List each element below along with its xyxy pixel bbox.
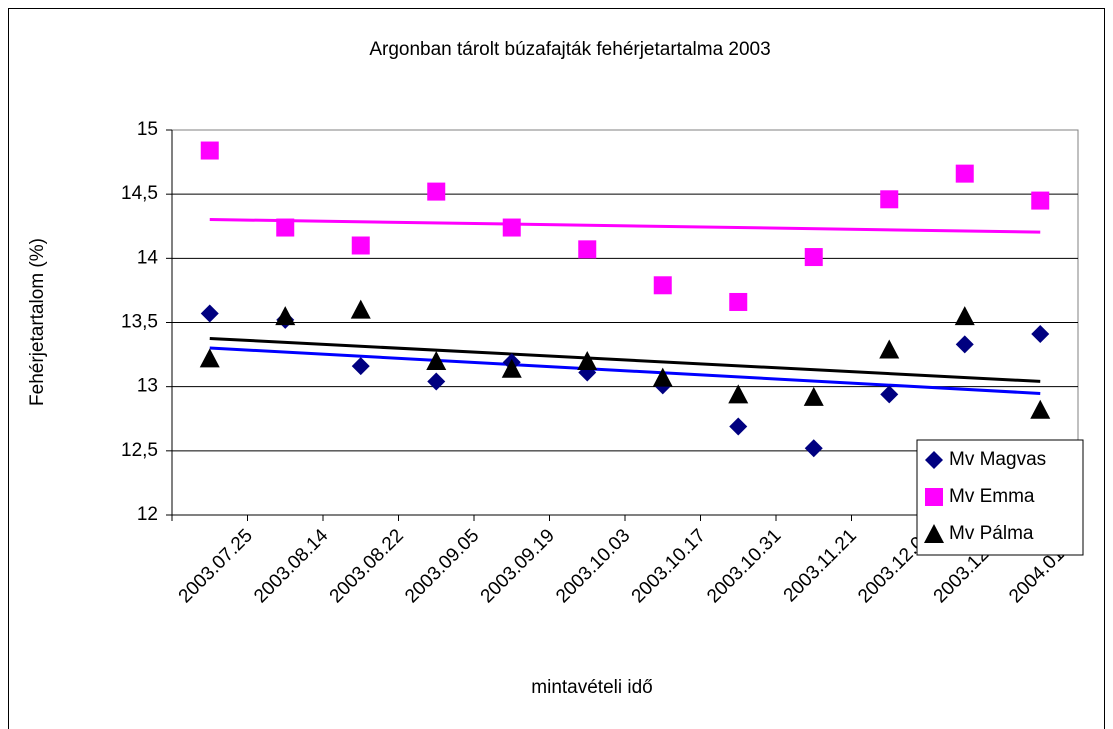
- data-point: [728, 384, 749, 404]
- legend-box: [916, 439, 1084, 556]
- y-tick-label: 14: [137, 247, 159, 268]
- data-point: [275, 306, 296, 326]
- legend-marker: [924, 524, 944, 543]
- data-point: [955, 164, 974, 183]
- data-point: [1031, 191, 1050, 210]
- data-point: [351, 236, 370, 255]
- data-point: [578, 240, 597, 259]
- trendline: [209, 346, 1041, 395]
- data-point: [501, 358, 522, 378]
- legend-marker: [925, 451, 943, 469]
- data-point: [729, 417, 748, 436]
- y-tick-label: 13,5: [121, 312, 158, 333]
- data-point: [955, 335, 974, 354]
- y-tick-label: 15: [137, 119, 158, 140]
- legend-label: Mv Magvas: [949, 449, 1046, 470]
- data-point: [351, 357, 370, 376]
- data-point: [1030, 399, 1051, 419]
- chart-title: Argonban tárolt búzafajták fehérjetartal…: [369, 39, 770, 60]
- trendline: [209, 336, 1041, 383]
- legend-label: Mv Emma: [949, 486, 1035, 507]
- legend-marker: [925, 488, 943, 506]
- data-point: [577, 351, 598, 370]
- data-point: [879, 339, 900, 359]
- y-tick-label: 12: [137, 504, 158, 525]
- data-point: [880, 190, 899, 209]
- data-point: [1031, 325, 1050, 344]
- data-point: [427, 372, 446, 391]
- data-point: [200, 141, 219, 160]
- x-axis-title: mintavételi idő: [531, 677, 652, 698]
- data-point: [803, 386, 824, 406]
- data-point: [199, 348, 220, 368]
- data-point: [652, 367, 673, 387]
- data-point: [200, 304, 219, 323]
- data-point: [426, 351, 447, 370]
- y-tick-label: 12,5: [121, 440, 158, 461]
- data-point: [350, 299, 371, 319]
- data-point: [729, 292, 748, 311]
- trendline: [209, 218, 1041, 234]
- y-tick-label: 14,5: [121, 183, 158, 204]
- legend-label: Mv Pálma: [949, 523, 1034, 544]
- data-point: [804, 439, 823, 458]
- y-axis-title: Fehérjetartalom (%): [27, 238, 48, 406]
- data-point: [502, 218, 521, 237]
- data-point: [276, 218, 295, 237]
- data-point: [954, 306, 975, 326]
- data-point: [880, 385, 899, 404]
- y-tick-label: 13: [137, 376, 158, 397]
- data-point: [804, 248, 823, 267]
- data-point: [427, 182, 446, 201]
- data-point: [653, 276, 672, 295]
